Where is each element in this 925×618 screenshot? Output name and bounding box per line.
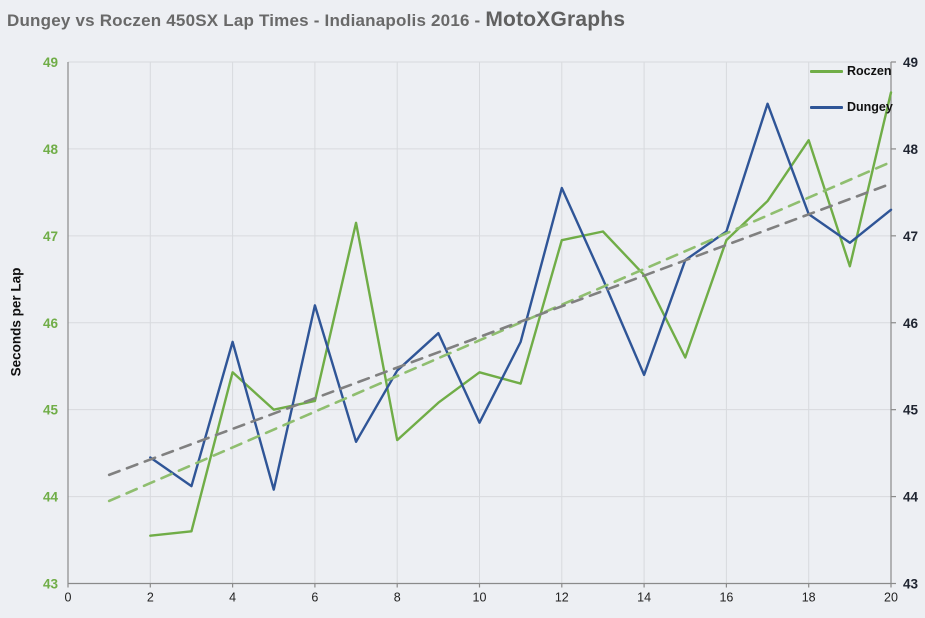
chart-title-brand: MotoXGraphs <box>485 8 626 31</box>
svg-text:45: 45 <box>903 403 919 418</box>
dungey-line <box>149 102 893 491</box>
svg-text:46: 46 <box>903 316 919 331</box>
svg-text:46: 46 <box>43 316 59 331</box>
svg-text:6: 6 <box>311 591 318 605</box>
svg-text:8: 8 <box>394 591 401 605</box>
legend: Roczen Dungey <box>810 64 893 114</box>
svg-text:43: 43 <box>43 577 59 592</box>
chart-title: Dungey vs Roczen 450SX Lap Times - India… <box>7 8 625 32</box>
svg-text:49: 49 <box>903 55 918 70</box>
legend-label-roczen: Roczen <box>847 64 892 78</box>
axis-ticks <box>67 61 896 588</box>
legend-label-dungey: Dungey <box>847 100 893 114</box>
dungey-linear-trend <box>107 182 893 477</box>
x-tick-labels: 0 2 4 6 8 10 12 14 16 18 20 <box>65 591 898 605</box>
svg-text:16: 16 <box>719 591 733 605</box>
svg-text:47: 47 <box>43 229 58 244</box>
svg-text:49: 49 <box>43 55 58 70</box>
svg-text:20: 20 <box>884 591 898 605</box>
svg-text:43: 43 <box>903 577 919 592</box>
roczen-line-swatch <box>810 69 843 73</box>
svg-text:48: 48 <box>903 142 919 157</box>
legend-item-dungey: Dungey <box>810 100 893 114</box>
svg-text:44: 44 <box>903 490 919 505</box>
svg-text:47: 47 <box>903 229 918 244</box>
svg-text:2: 2 <box>147 591 154 605</box>
y-tick-labels-left: 43 44 45 46 47 48 49 <box>43 55 59 592</box>
svg-text:18: 18 <box>802 591 816 605</box>
roczen-linear-trend <box>107 160 893 503</box>
chart-title-text: Dungey vs Roczen 450SX Lap Times - India… <box>7 11 486 30</box>
svg-text:14: 14 <box>637 591 651 605</box>
svg-text:10: 10 <box>473 591 487 605</box>
svg-text:0: 0 <box>65 591 72 605</box>
svg-text:48: 48 <box>43 142 59 157</box>
vertical-gridlines <box>149 62 810 584</box>
svg-text:44: 44 <box>43 490 59 505</box>
svg-text:4: 4 <box>229 591 236 605</box>
svg-text:45: 45 <box>43 403 59 418</box>
dungey-line-swatch <box>810 105 843 109</box>
svg-text:12: 12 <box>555 591 569 605</box>
legend-item-roczen: Roczen <box>810 64 893 78</box>
roczen-line <box>149 91 893 537</box>
y-tick-labels-right: 43 44 45 46 47 48 49 <box>903 55 919 592</box>
